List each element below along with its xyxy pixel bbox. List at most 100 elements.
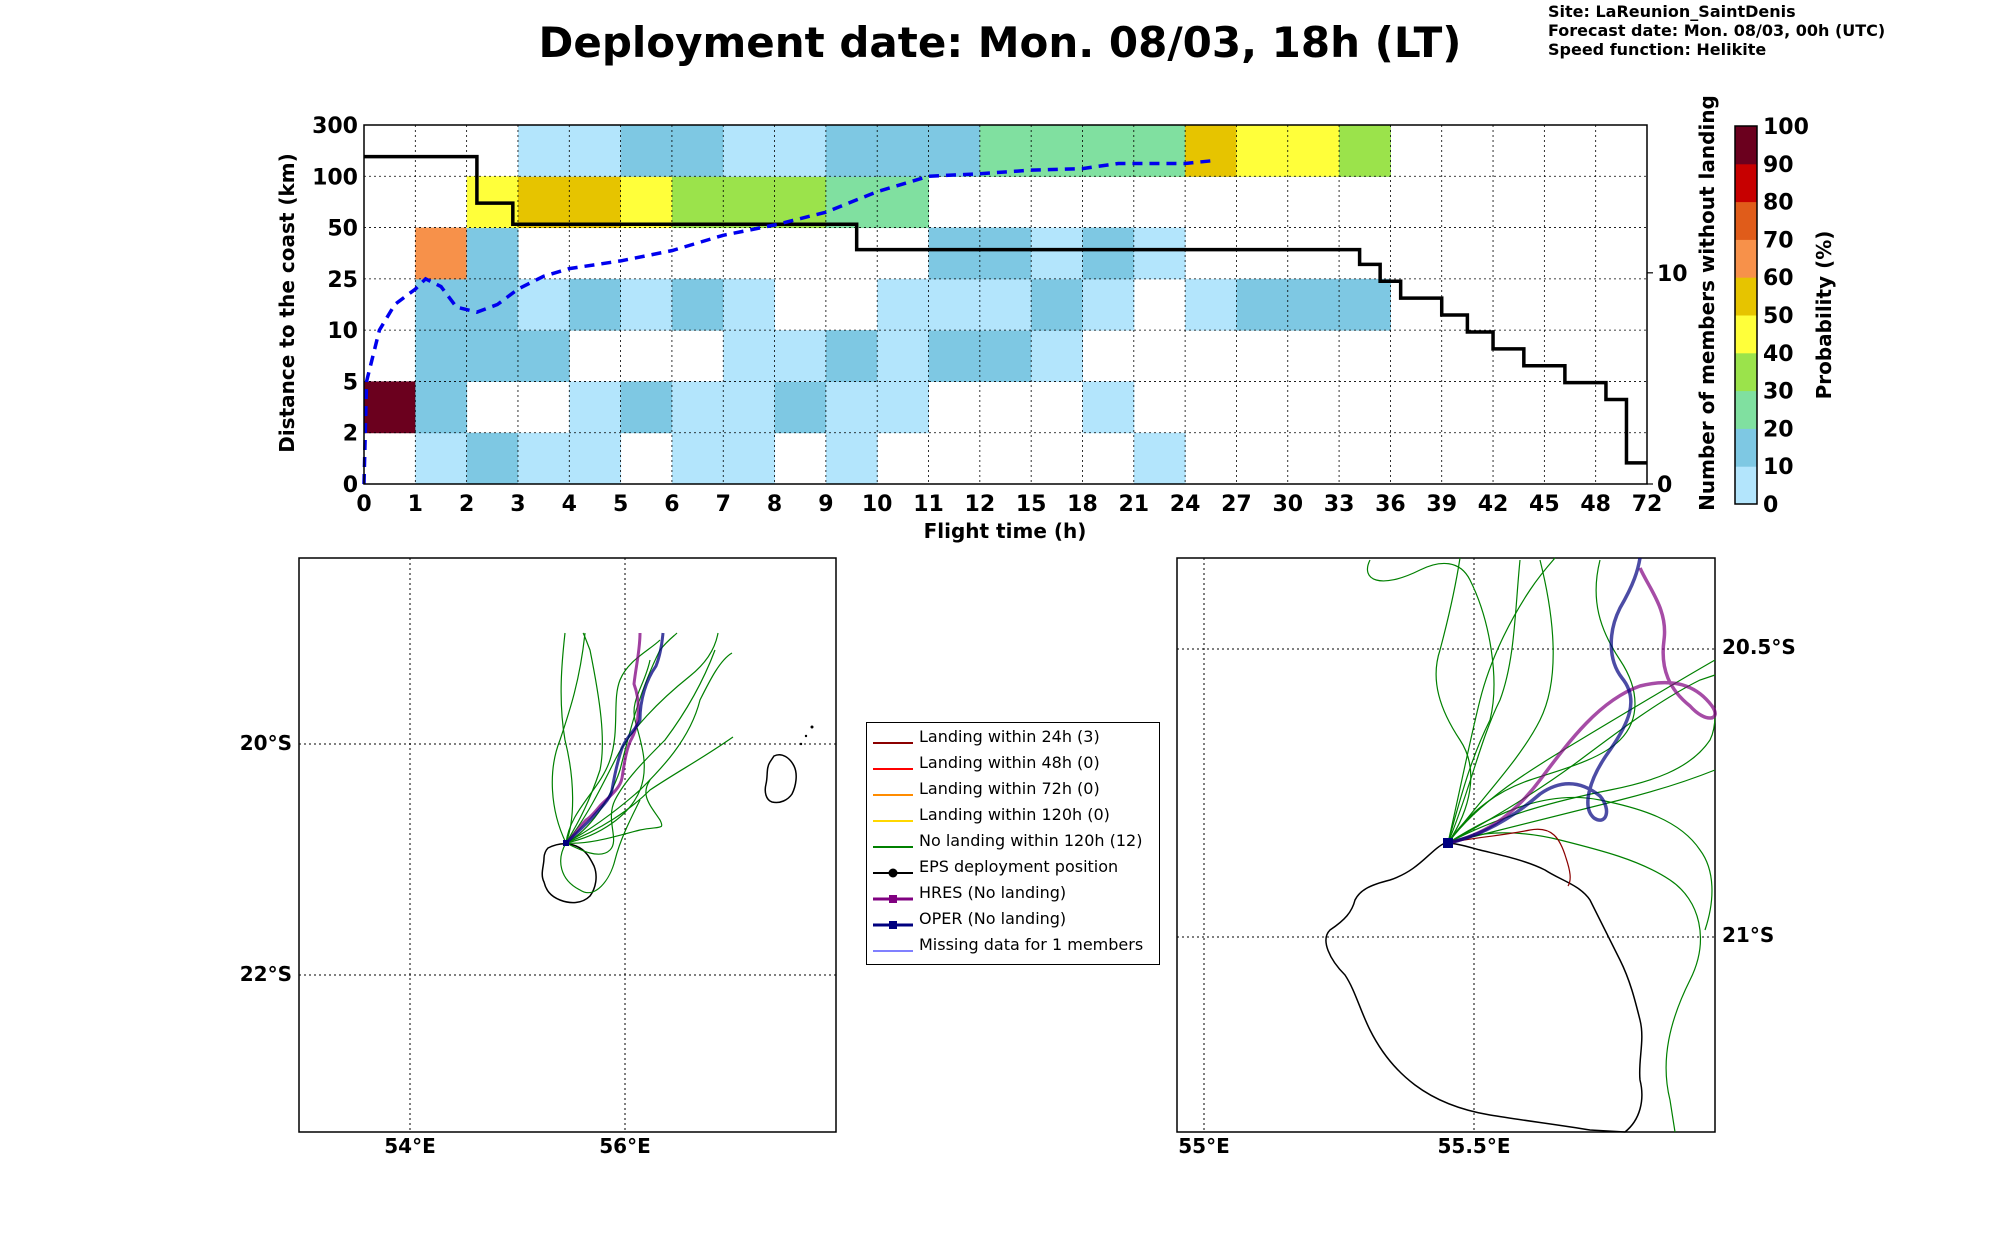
- heatmap-cell: [671, 381, 724, 434]
- x-tick-label: 8: [767, 492, 782, 517]
- track-path: [565, 659, 651, 844]
- heatmap-cell: [928, 330, 981, 382]
- legend-item: No landing within 120h (12): [867, 829, 1159, 853]
- chart-title: Deployment date: Mon. 08/03, 18h (LT): [538, 18, 1462, 67]
- heatmap-cell: [620, 381, 673, 434]
- legend-swatch: [873, 915, 913, 929]
- colorbar: 0 10 20 30 40 50 60 70 80 90 100: [1734, 115, 1809, 518]
- heatmap-cell: [928, 278, 981, 331]
- heatmap-cell: [825, 330, 878, 382]
- x-tick-label: 39: [1426, 492, 1457, 517]
- heatmap-cell: [1236, 278, 1289, 331]
- legend-label: No landing within 120h (12): [919, 831, 1143, 850]
- colorbar-tick-label: 80: [1763, 191, 1794, 216]
- map-left-lon-label: 54°E: [384, 1134, 436, 1158]
- heatmap-cell: [1082, 381, 1135, 434]
- y-axis-label: Distance to the coast (km): [275, 153, 299, 453]
- heatmap-cell: [569, 278, 622, 331]
- heatmap-cell: [723, 330, 776, 382]
- legend-item: OPER (No landing): [867, 907, 1159, 931]
- legend-label: Landing within 48h (0): [919, 753, 1100, 772]
- legend-item: EPS deployment position: [867, 855, 1159, 879]
- heatmap-cell: [1339, 278, 1391, 331]
- x-tick-label: 15: [1016, 492, 1047, 517]
- track-path: [1366, 559, 1495, 844]
- x-tick-label: 21: [1118, 492, 1149, 517]
- heatmap-cell: [466, 227, 519, 280]
- legend-label: Landing within 72h (0): [919, 779, 1100, 798]
- colorbar-tick-label: 0: [1763, 493, 1778, 518]
- map-left-frame: [298, 557, 837, 1133]
- heatmap-cell: [671, 125, 724, 177]
- legend-label: Missing data for 1 members: [919, 935, 1144, 954]
- x-tick-label: 42: [1478, 492, 1509, 517]
- heatmap-cell: [877, 330, 930, 382]
- x-tick-label: 1: [408, 492, 423, 517]
- heatmap-cell: [415, 330, 468, 382]
- heatmap-cell: [1236, 125, 1289, 177]
- y-tick-label: 300: [312, 114, 358, 139]
- heatmap-cell: [620, 278, 673, 331]
- heatmap-lines: [362, 154, 1647, 485]
- heatmap-grid: [364, 125, 1647, 484]
- legend-swatch: [873, 759, 913, 770]
- heatmap-cell: [569, 125, 622, 177]
- heatmap-cell: [1031, 227, 1083, 280]
- heatmap-cell: [1133, 125, 1186, 177]
- legend-label: Landing within 24h (3): [919, 727, 1100, 746]
- heatmap-cell: [723, 125, 776, 177]
- islet-dot: [810, 725, 814, 729]
- map-left-lat-label: 22°S: [240, 962, 292, 986]
- x-tick-label: 24: [1170, 492, 1201, 517]
- site-label: Site: LaReunion_SaintDenis: [1548, 2, 1796, 21]
- legend-label: HRES (No landing): [919, 883, 1067, 902]
- heatmap-cell: [1185, 125, 1237, 177]
- heatmap-cell: [979, 125, 1032, 177]
- track-path: [1447, 769, 1716, 844]
- map-left-deployment-marker: [563, 840, 569, 846]
- track-path: [565, 779, 663, 844]
- colorbar-tick-label: 20: [1763, 417, 1794, 442]
- heatmap-cell: [1031, 330, 1083, 382]
- y-tick-label: 10: [327, 319, 358, 344]
- heatmap-cell: [1287, 278, 1340, 331]
- heatmap-cell: [1185, 278, 1237, 331]
- track-path: [1447, 796, 1713, 931]
- y-tick-label: 2: [343, 422, 358, 447]
- heatmap-cell: [825, 432, 878, 485]
- colorbar-segment: [1735, 277, 1757, 316]
- colorbar-segment: [1735, 352, 1757, 392]
- legend-item: Landing within 120h (0): [867, 803, 1159, 827]
- heatmap-cell: [569, 176, 622, 229]
- meta-info: Site: LaReunion_SaintDenis Forecast date…: [1548, 2, 1885, 59]
- heatmap-cell: [928, 227, 981, 280]
- map-right-lon-label: 55°E: [1178, 1134, 1230, 1158]
- y2-tick-labels: 0 10: [1647, 262, 1688, 498]
- colorbar-segment: [1735, 126, 1757, 165]
- heatmap-cell: [620, 176, 673, 229]
- heatmap-cell: [774, 330, 827, 382]
- heatmap-cell: [979, 227, 1032, 280]
- speed-function-label: Speed function: Helikite: [1548, 40, 1767, 59]
- heatmap-cell: [415, 227, 468, 280]
- members-without-landing-line: [364, 154, 1647, 465]
- x-tick-label: 18: [1067, 492, 1098, 517]
- heatmap-cell: [671, 176, 724, 229]
- map-right-no-landing-tracks: [1366, 557, 1716, 1133]
- legend-swatch: [873, 837, 913, 848]
- track-path: [1447, 559, 1521, 844]
- y-tick-label: 0: [343, 473, 358, 498]
- x-tick-label: 2: [459, 492, 474, 517]
- heatmap-cell: [877, 278, 930, 331]
- track-path: [565, 649, 716, 855]
- colorbar-label: Probability (%): [1812, 231, 1836, 400]
- x-tick-label: 12: [965, 492, 996, 517]
- map-left-lon-label: 56°E: [599, 1134, 651, 1158]
- x-tick-label: 6: [664, 492, 679, 517]
- heatmap-cell: [774, 381, 827, 434]
- heatmap-cell: [364, 381, 416, 434]
- y-tick-label: 100: [312, 165, 358, 190]
- y-tick-label: 25: [327, 268, 358, 293]
- x-tick-label: 48: [1580, 492, 1611, 517]
